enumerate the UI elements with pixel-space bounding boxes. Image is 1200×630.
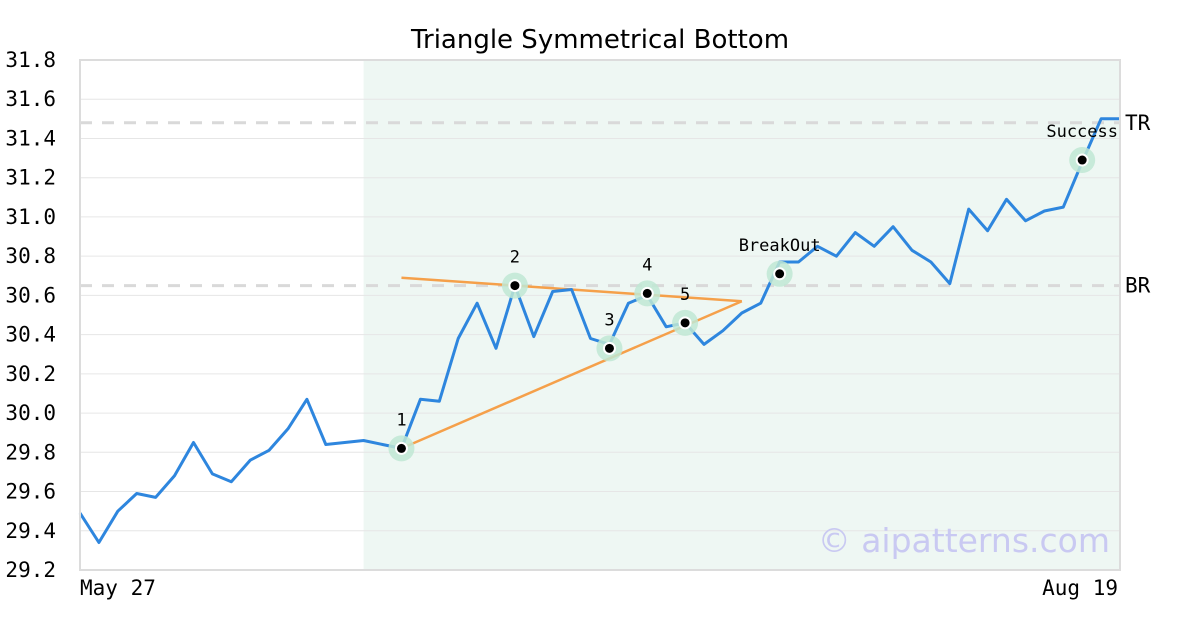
y-tick-label: 29.8 xyxy=(5,440,56,464)
y-tick-label: 31.2 xyxy=(5,166,56,190)
y-tick-label: 30.0 xyxy=(5,401,56,425)
y-tick-label: 31.8 xyxy=(5,48,56,72)
y-tick-label: 30.8 xyxy=(5,244,56,268)
y-tick-label: 30.4 xyxy=(5,323,56,347)
y-tick-label: 31.0 xyxy=(5,205,56,229)
y-tick-label: 31.4 xyxy=(5,126,56,150)
y-tick-label: 31.6 xyxy=(5,87,56,111)
y-tick-label: 29.2 xyxy=(5,558,56,582)
x-tick-label-start: May 27 xyxy=(80,576,156,600)
point-marker-3 xyxy=(602,341,616,355)
point-label-5: 5 xyxy=(680,285,690,305)
point-label-4: 4 xyxy=(642,255,652,275)
y-tick-label: 30.6 xyxy=(5,283,56,307)
x-tick-label-end: Aug 19 xyxy=(1042,576,1118,600)
level-lines: BR TR xyxy=(80,111,1151,298)
y-axis-ticks: 29.2 29.4 29.6 29.8 30.0 30.2 30.4 30.6 30.8 31.0… xyxy=(5,48,56,582)
pattern-points: 1 2 3 4 5 BreakOut Success xyxy=(388,122,1118,462)
point-marker-4 xyxy=(640,286,654,300)
plot-frame xyxy=(79,59,1121,571)
level-label-br: BR xyxy=(1125,274,1151,298)
y-tick-label: 29.6 xyxy=(5,480,56,504)
point-marker-5 xyxy=(678,316,692,330)
point-marker-1 xyxy=(394,441,408,455)
chart-title: Triangle Symmetrical Bottom xyxy=(410,25,789,55)
point-marker-2 xyxy=(508,279,522,293)
grid xyxy=(80,59,1120,571)
point-marker-breakout xyxy=(773,267,787,281)
y-tick-label: 30.2 xyxy=(5,362,56,386)
point-label-1: 1 xyxy=(396,410,406,430)
y-tick-label: 29.4 xyxy=(5,519,56,543)
watermark: © aipatterns.com xyxy=(818,521,1110,560)
point-marker-success xyxy=(1075,153,1089,167)
x-axis-ticks: May 27 Aug 19 xyxy=(80,576,1118,600)
point-label-3: 3 xyxy=(604,310,614,330)
point-label-breakout: BreakOut xyxy=(739,236,821,256)
point-label-success: Success xyxy=(1046,122,1118,142)
point-label-2: 2 xyxy=(510,248,520,268)
level-label-tr: TR xyxy=(1125,111,1151,135)
